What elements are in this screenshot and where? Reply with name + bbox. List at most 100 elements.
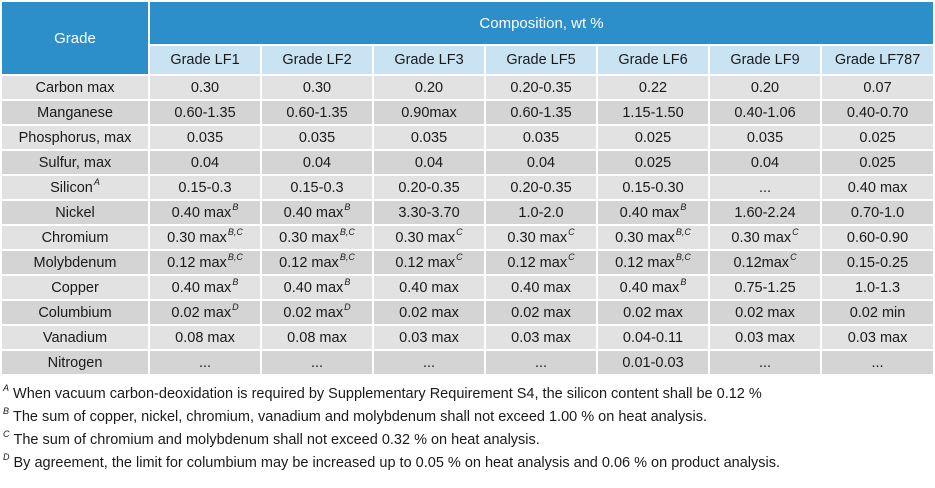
- value-cell: 0.04: [486, 151, 598, 176]
- table-row: Sulfur, max 0.04 0.04 0.04 0.04 0.025 0.04 0.02…: [2, 151, 934, 176]
- footnote-mark: D: [232, 301, 239, 312]
- footnote: D By agreement, the limit for columbium m…: [3, 452, 933, 475]
- value-cell: 0.20: [710, 76, 822, 101]
- value-text: 0.02 max: [735, 304, 795, 321]
- value-text: 0.60-1.35: [510, 104, 572, 121]
- value-cell: 0.02 max: [598, 301, 710, 326]
- element-name: Sulfur, max: [38, 154, 112, 171]
- value-cell: 1.15-1.50: [598, 101, 710, 126]
- footnote-mark: C: [790, 251, 797, 262]
- value-cell: 0.30: [262, 76, 374, 101]
- table-row: Nitrogen............ 0.01-0.03......: [2, 351, 934, 376]
- value-text: 0.025: [859, 154, 896, 171]
- composition-header: Composition, wt %: [150, 2, 934, 46]
- value-cell: 0.15-0.3: [150, 176, 262, 201]
- value-text: ...: [198, 354, 212, 371]
- value-text: 0.02 max: [511, 304, 571, 321]
- value-text: 0.035: [522, 129, 560, 146]
- value-cell: 0.40 maxB: [150, 201, 262, 226]
- value-cell: 1.0-1.3: [822, 276, 934, 301]
- value-text: 0.20: [750, 79, 780, 96]
- grade-column-header: Grade LF1: [150, 46, 262, 76]
- footnote-mark: B,C: [675, 226, 691, 237]
- value-cell: 0.22: [598, 76, 710, 101]
- value-cell: 0.75-1.25: [710, 276, 822, 301]
- value-cell: 0.30 maxB,C: [598, 226, 710, 251]
- value-text: 0.035: [746, 129, 784, 146]
- value-cell: 0.20: [374, 76, 486, 101]
- footnote-mark: B: [232, 276, 239, 287]
- footnote-mark: B,C: [227, 251, 243, 262]
- element-name-cell: Sulfur, max: [2, 151, 150, 176]
- value-cell: 0.12 maxB,C: [262, 251, 374, 276]
- value-cell: ...: [486, 351, 598, 376]
- footnote-mark: B,C: [675, 251, 691, 262]
- footnote-mark: B: [232, 201, 239, 212]
- value-text: 0.12max: [733, 254, 790, 271]
- value-text: 0.03 max: [735, 329, 795, 346]
- footnote-mark: B,C: [339, 251, 355, 262]
- element-name-cell: Nitrogen: [2, 351, 150, 376]
- value-cell: 0.40 maxB: [150, 276, 262, 301]
- value-text: 0.12 max: [615, 254, 675, 271]
- value-cell: 0.02 max: [710, 301, 822, 326]
- value-text: 0.20-0.35: [398, 179, 460, 196]
- value-text: 0.03 max: [847, 329, 908, 346]
- table-row: Copper 0.40 maxB 0.40 maxB 0.40 max 0.40 max…: [2, 276, 934, 301]
- element-name: Nickel: [55, 204, 95, 221]
- value-cell: 0.03 max: [374, 326, 486, 351]
- table-row: Vanadium 0.08 max 0.08 max 0.03 max 0.03 max…: [2, 326, 934, 351]
- footnote-mark: C: [568, 251, 575, 262]
- table-row: Chromium 0.30 maxB,C 0.30 maxB,C 0.30 maxC 0…: [2, 226, 934, 251]
- element-name-cell: Columbium: [2, 301, 150, 326]
- value-cell: 0.01-0.03: [598, 351, 710, 376]
- element-name-cell: Carbon max: [2, 76, 150, 101]
- value-cell: ...: [374, 351, 486, 376]
- value-text: 0.30 max: [279, 229, 339, 246]
- value-cell: 0.025: [822, 126, 934, 151]
- value-text: 0.40 max: [283, 279, 344, 296]
- value-cell: 0.60-1.35: [262, 101, 374, 126]
- value-cell: 0.20-0.35: [374, 176, 486, 201]
- value-text: 0.75-1.25: [734, 279, 796, 296]
- value-text: 0.40 max: [171, 204, 232, 221]
- value-cell: 0.08 max: [150, 326, 262, 351]
- element-name: Manganese: [37, 104, 113, 121]
- value-text: 0.22: [638, 79, 668, 96]
- footnote-text: When vacuum carbon-deoxidation is requir…: [13, 386, 762, 402]
- element-name: Silicon: [50, 179, 93, 196]
- value-text: 0.40 max: [619, 279, 680, 296]
- value-cell: 0.035: [486, 126, 598, 151]
- grade-column-header: Grade LF3: [374, 46, 486, 76]
- value-text: 1.15-1.50: [622, 104, 684, 121]
- value-cell: 0.02 max: [486, 301, 598, 326]
- value-text: ...: [871, 354, 884, 371]
- value-cell: 0.03 max: [486, 326, 598, 351]
- value-cell: 0.30 maxC: [374, 226, 486, 251]
- value-cell: 0.025: [598, 126, 710, 151]
- value-cell: ...: [150, 351, 262, 376]
- footnote-mark: A: [93, 176, 100, 187]
- value-cell: 0.60-1.35: [486, 101, 598, 126]
- value-text: 0.30: [302, 79, 332, 96]
- value-text: 3.30-3.70: [398, 204, 460, 221]
- element-name-cell: Copper: [2, 276, 150, 301]
- value-cell: 0.04: [262, 151, 374, 176]
- footnote-mark: B: [680, 276, 687, 287]
- value-cell: 0.07: [822, 76, 934, 101]
- value-cell: 0.02 maxD: [262, 301, 374, 326]
- value-text: 0.12 max: [395, 254, 456, 271]
- value-cell: 0.04-0.11: [598, 326, 710, 351]
- element-name-cell: Phosphorus, max: [2, 126, 150, 151]
- value-text: 0.30 max: [395, 229, 456, 246]
- value-cell: 0.08 max: [262, 326, 374, 351]
- value-text: 0.025: [634, 154, 672, 171]
- value-text: 0.40 max: [511, 279, 571, 296]
- value-cell: 0.30 maxB,C: [262, 226, 374, 251]
- footnote-text: By agreement, the limit for columbium ma…: [13, 455, 781, 471]
- value-cell: ...: [822, 351, 934, 376]
- footnote-mark: D: [3, 452, 10, 462]
- value-text: 0.02 min: [849, 304, 906, 321]
- value-text: 0.12 max: [279, 254, 339, 271]
- value-text: 0.04-0.11: [622, 329, 684, 346]
